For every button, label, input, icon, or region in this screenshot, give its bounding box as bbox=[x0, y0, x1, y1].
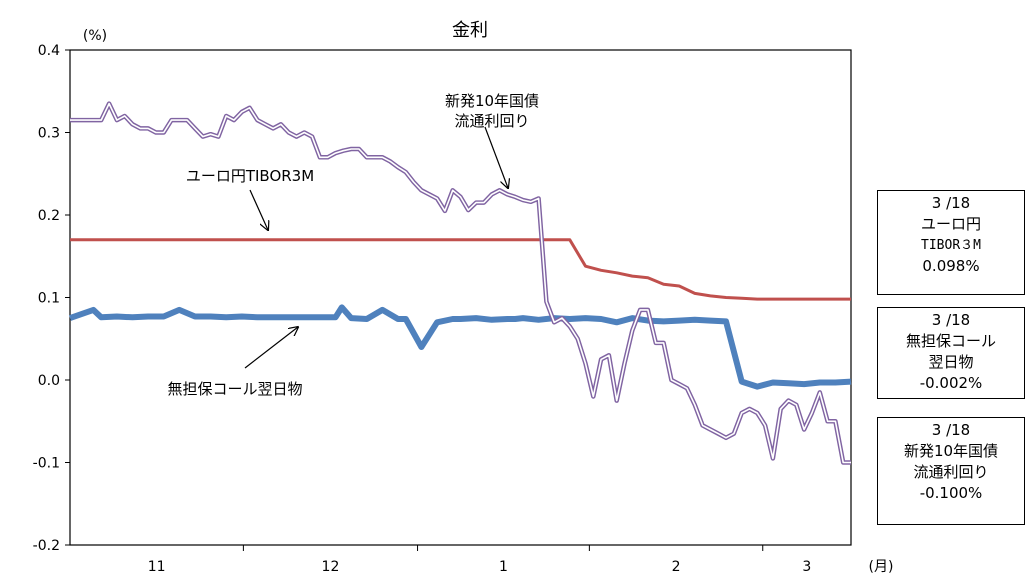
y-tick-label: 0.3 bbox=[38, 126, 60, 142]
x-tick-label: 12 bbox=[322, 559, 340, 575]
box-sub: TIBOR３M bbox=[921, 238, 981, 253]
annotation-jgb_label: 新発10年国債 bbox=[445, 92, 539, 110]
annotation-tibor_label: ユーロ円TIBOR3M bbox=[186, 167, 314, 185]
annotation-arrow-tibor_label bbox=[249, 189, 268, 230]
x-axis-unit: (月) bbox=[869, 559, 894, 575]
annotation-jgb_label: 流通利回り bbox=[454, 112, 529, 130]
annotation-call_label: 無担保コール翌日物 bbox=[167, 380, 302, 398]
box-value: -0.002% bbox=[919, 374, 983, 392]
series-line-call bbox=[69, 304, 852, 390]
y-tick-label: 0.0 bbox=[38, 373, 60, 389]
y-tick-label: 0.1 bbox=[38, 291, 60, 307]
box-value: -0.100% bbox=[919, 484, 983, 502]
x-tick-label: 11 bbox=[148, 559, 166, 575]
box-date: 3 /18 bbox=[931, 194, 971, 212]
box-value: 0.098% bbox=[922, 257, 980, 275]
annotation-arrow-jgb_label bbox=[484, 126, 508, 188]
chart-title: 金利 bbox=[452, 20, 488, 41]
box-sub: 翌日物 bbox=[928, 353, 974, 371]
series-line-jgb-inner bbox=[70, 102, 851, 464]
x-tick-label: 1 bbox=[499, 559, 508, 575]
box-sub: 流通利回り bbox=[913, 463, 989, 481]
series-line-jgb-outer bbox=[70, 101, 851, 465]
box-name: 無担保コール bbox=[905, 332, 996, 350]
box-date: 3 /18 bbox=[931, 311, 971, 329]
latest-value-box: 3 /18 ユーロ円 TIBOR３M 0.098% bbox=[877, 190, 1025, 295]
box-date: 3 /18 bbox=[931, 421, 971, 439]
latest-value-box: 3 /18 新発10年国債 流通利回り -0.100% bbox=[877, 417, 1025, 525]
box-name: 新発10年国債 bbox=[903, 442, 999, 460]
annotation-arrow-call_label bbox=[244, 327, 298, 369]
y-axis-unit: (%) bbox=[83, 28, 107, 44]
series-line-tibor bbox=[70, 238, 851, 301]
box-name: ユーロ円 bbox=[920, 215, 981, 233]
y-tick-label: -0.1 bbox=[33, 456, 60, 472]
y-tick-label: 0.4 bbox=[38, 43, 60, 59]
latest-value-box: 3 /18 無担保コール 翌日物 -0.002% bbox=[877, 307, 1025, 399]
x-tick-label: 3 bbox=[802, 559, 811, 575]
y-tick-label: -0.2 bbox=[33, 538, 60, 554]
y-tick-label: 0.2 bbox=[38, 208, 60, 224]
x-tick-label: 2 bbox=[672, 559, 681, 575]
